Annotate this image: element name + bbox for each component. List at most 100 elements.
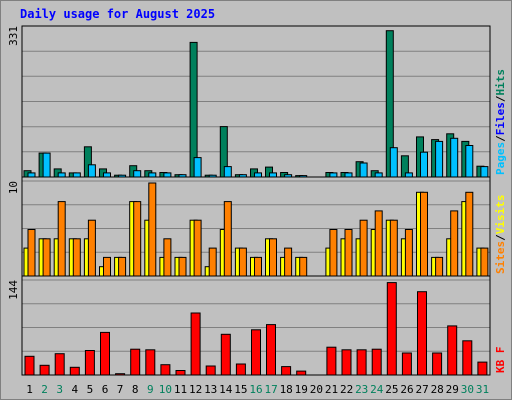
bar-pages-25 — [389, 147, 398, 178]
bar-sites-8 — [133, 201, 142, 277]
bar-sites-4 — [72, 238, 81, 277]
bar-sites-16 — [254, 256, 262, 277]
bar-kbf-24 — [371, 348, 382, 376]
x-tick-label-4: 4 — [71, 383, 78, 396]
x-tick-label-14: 14 — [219, 383, 233, 396]
panel-visits: 10 Sites/Visits — [7, 180, 507, 277]
bar-pages-24 — [374, 172, 383, 178]
y-max-label-kbytes: 144 — [7, 280, 20, 300]
x-tick-label-3: 3 — [56, 383, 63, 396]
x-tick-label-5: 5 — [87, 383, 94, 396]
y-max-label-hits: 331 — [7, 26, 20, 46]
legend-kbytes: KB F — [494, 347, 507, 374]
bar-kbf-31 — [477, 361, 488, 376]
x-tick-label-1: 1 — [26, 383, 33, 396]
x-tick-label-25: 25 — [385, 383, 398, 396]
x-tick-label-16: 16 — [249, 383, 262, 396]
x-tick-label-20: 20 — [310, 383, 323, 396]
x-tick-label-31: 31 — [476, 383, 489, 396]
legend-item-visits: Visits — [494, 195, 507, 235]
bar-kbf-30 — [462, 340, 473, 376]
bar-kbf-15 — [235, 363, 246, 376]
bar-kbf-29 — [447, 325, 458, 376]
bar-sites-7 — [118, 256, 127, 277]
x-tick-label-19: 19 — [295, 383, 308, 396]
bar-sites-1 — [27, 229, 36, 277]
bar-sites-18 — [284, 247, 293, 277]
bar-sites-13 — [208, 247, 217, 277]
bar-sites-19 — [299, 256, 308, 277]
bar-pages-22 — [344, 172, 353, 178]
bar-sites-22 — [344, 229, 353, 277]
bar-pages-18 — [284, 174, 293, 178]
chart-title: Daily usage for August 2025 — [20, 7, 215, 21]
bar-kbf-14 — [220, 333, 231, 376]
bar-sites-17 — [269, 238, 277, 277]
legend-item-kb-f: KB F — [494, 347, 507, 374]
legend-separator: / — [494, 234, 507, 241]
bar-sites-25 — [389, 219, 398, 277]
bar-pages-3 — [57, 172, 66, 178]
x-axis-day-labels: 1 2 3 4 5 6 7 8 9 10 11 12 13 14 15 16 17 18 19 20 21 22 23 24 2… — [26, 383, 489, 396]
bar-sites-28 — [435, 256, 444, 277]
bar-kbf-25 — [386, 282, 397, 376]
bar-sites-30 — [465, 191, 474, 277]
legend-visits: Sites/Visits — [494, 195, 507, 275]
legend-item-pages: Pages — [494, 142, 507, 175]
x-tick-label-30: 30 — [461, 383, 474, 396]
bar-sites-3 — [57, 201, 66, 277]
bar-kbf-1 — [24, 355, 35, 376]
bar-kbf-13 — [205, 365, 216, 376]
bar-pages-27 — [420, 151, 428, 178]
bar-kbf-11 — [175, 370, 186, 376]
bar-pages-21 — [329, 172, 338, 178]
x-tick-label-21: 21 — [325, 383, 338, 396]
bar-sites-9 — [148, 182, 157, 277]
x-tick-label-26: 26 — [400, 383, 413, 396]
bar-sites-2 — [42, 238, 51, 277]
legend-item-sites: Sites — [494, 241, 507, 274]
x-tick-label-27: 27 — [415, 383, 428, 396]
x-tick-label-12: 12 — [189, 383, 202, 396]
bar-sites-27 — [420, 191, 428, 277]
bar-pages-8 — [133, 170, 142, 178]
legend-item-hits: Hits — [494, 69, 507, 96]
x-tick-label-11: 11 — [174, 383, 187, 396]
bar-pages-29 — [450, 137, 459, 178]
bar-pages-6 — [103, 172, 111, 178]
bar-kbf-23 — [356, 349, 367, 376]
bar-sites-23 — [359, 219, 368, 277]
bar-kbf-22 — [341, 349, 352, 376]
bar-hits-12 — [189, 41, 198, 178]
bar-pages-28 — [435, 140, 444, 178]
bar-kbf-26 — [401, 352, 412, 376]
bar-kbf-18 — [281, 366, 292, 376]
x-tick-label-9: 9 — [147, 383, 154, 396]
y-max-label-visits: 10 — [7, 181, 20, 194]
bar-kbf-27 — [417, 291, 427, 376]
x-tick-label-7: 7 — [117, 383, 124, 396]
x-tick-label-18: 18 — [280, 383, 293, 396]
bar-pages-12 — [193, 157, 202, 178]
x-tick-label-22: 22 — [340, 383, 353, 396]
bar-pages-7 — [118, 174, 127, 178]
x-tick-label-29: 29 — [446, 383, 459, 396]
bar-kbf-4 — [69, 366, 80, 376]
x-tick-label-6: 6 — [102, 383, 109, 396]
bar-sites-12 — [193, 219, 202, 277]
bar-sites-31 — [480, 247, 489, 277]
bar-kbf-3 — [54, 353, 65, 376]
bar-kbf-17 — [266, 324, 276, 376]
bar-kbf-6 — [100, 331, 110, 376]
bar-pages-10 — [163, 172, 172, 178]
bar-sites-6 — [103, 256, 111, 277]
bar-sites-29 — [450, 210, 459, 277]
x-tick-label-13: 13 — [204, 383, 217, 396]
bar-kbf-28 — [432, 352, 443, 376]
bar-pages-26 — [404, 172, 413, 178]
x-tick-label-15: 15 — [234, 383, 247, 396]
bar-pages-31 — [480, 166, 489, 178]
bar-kbf-8 — [130, 348, 141, 376]
